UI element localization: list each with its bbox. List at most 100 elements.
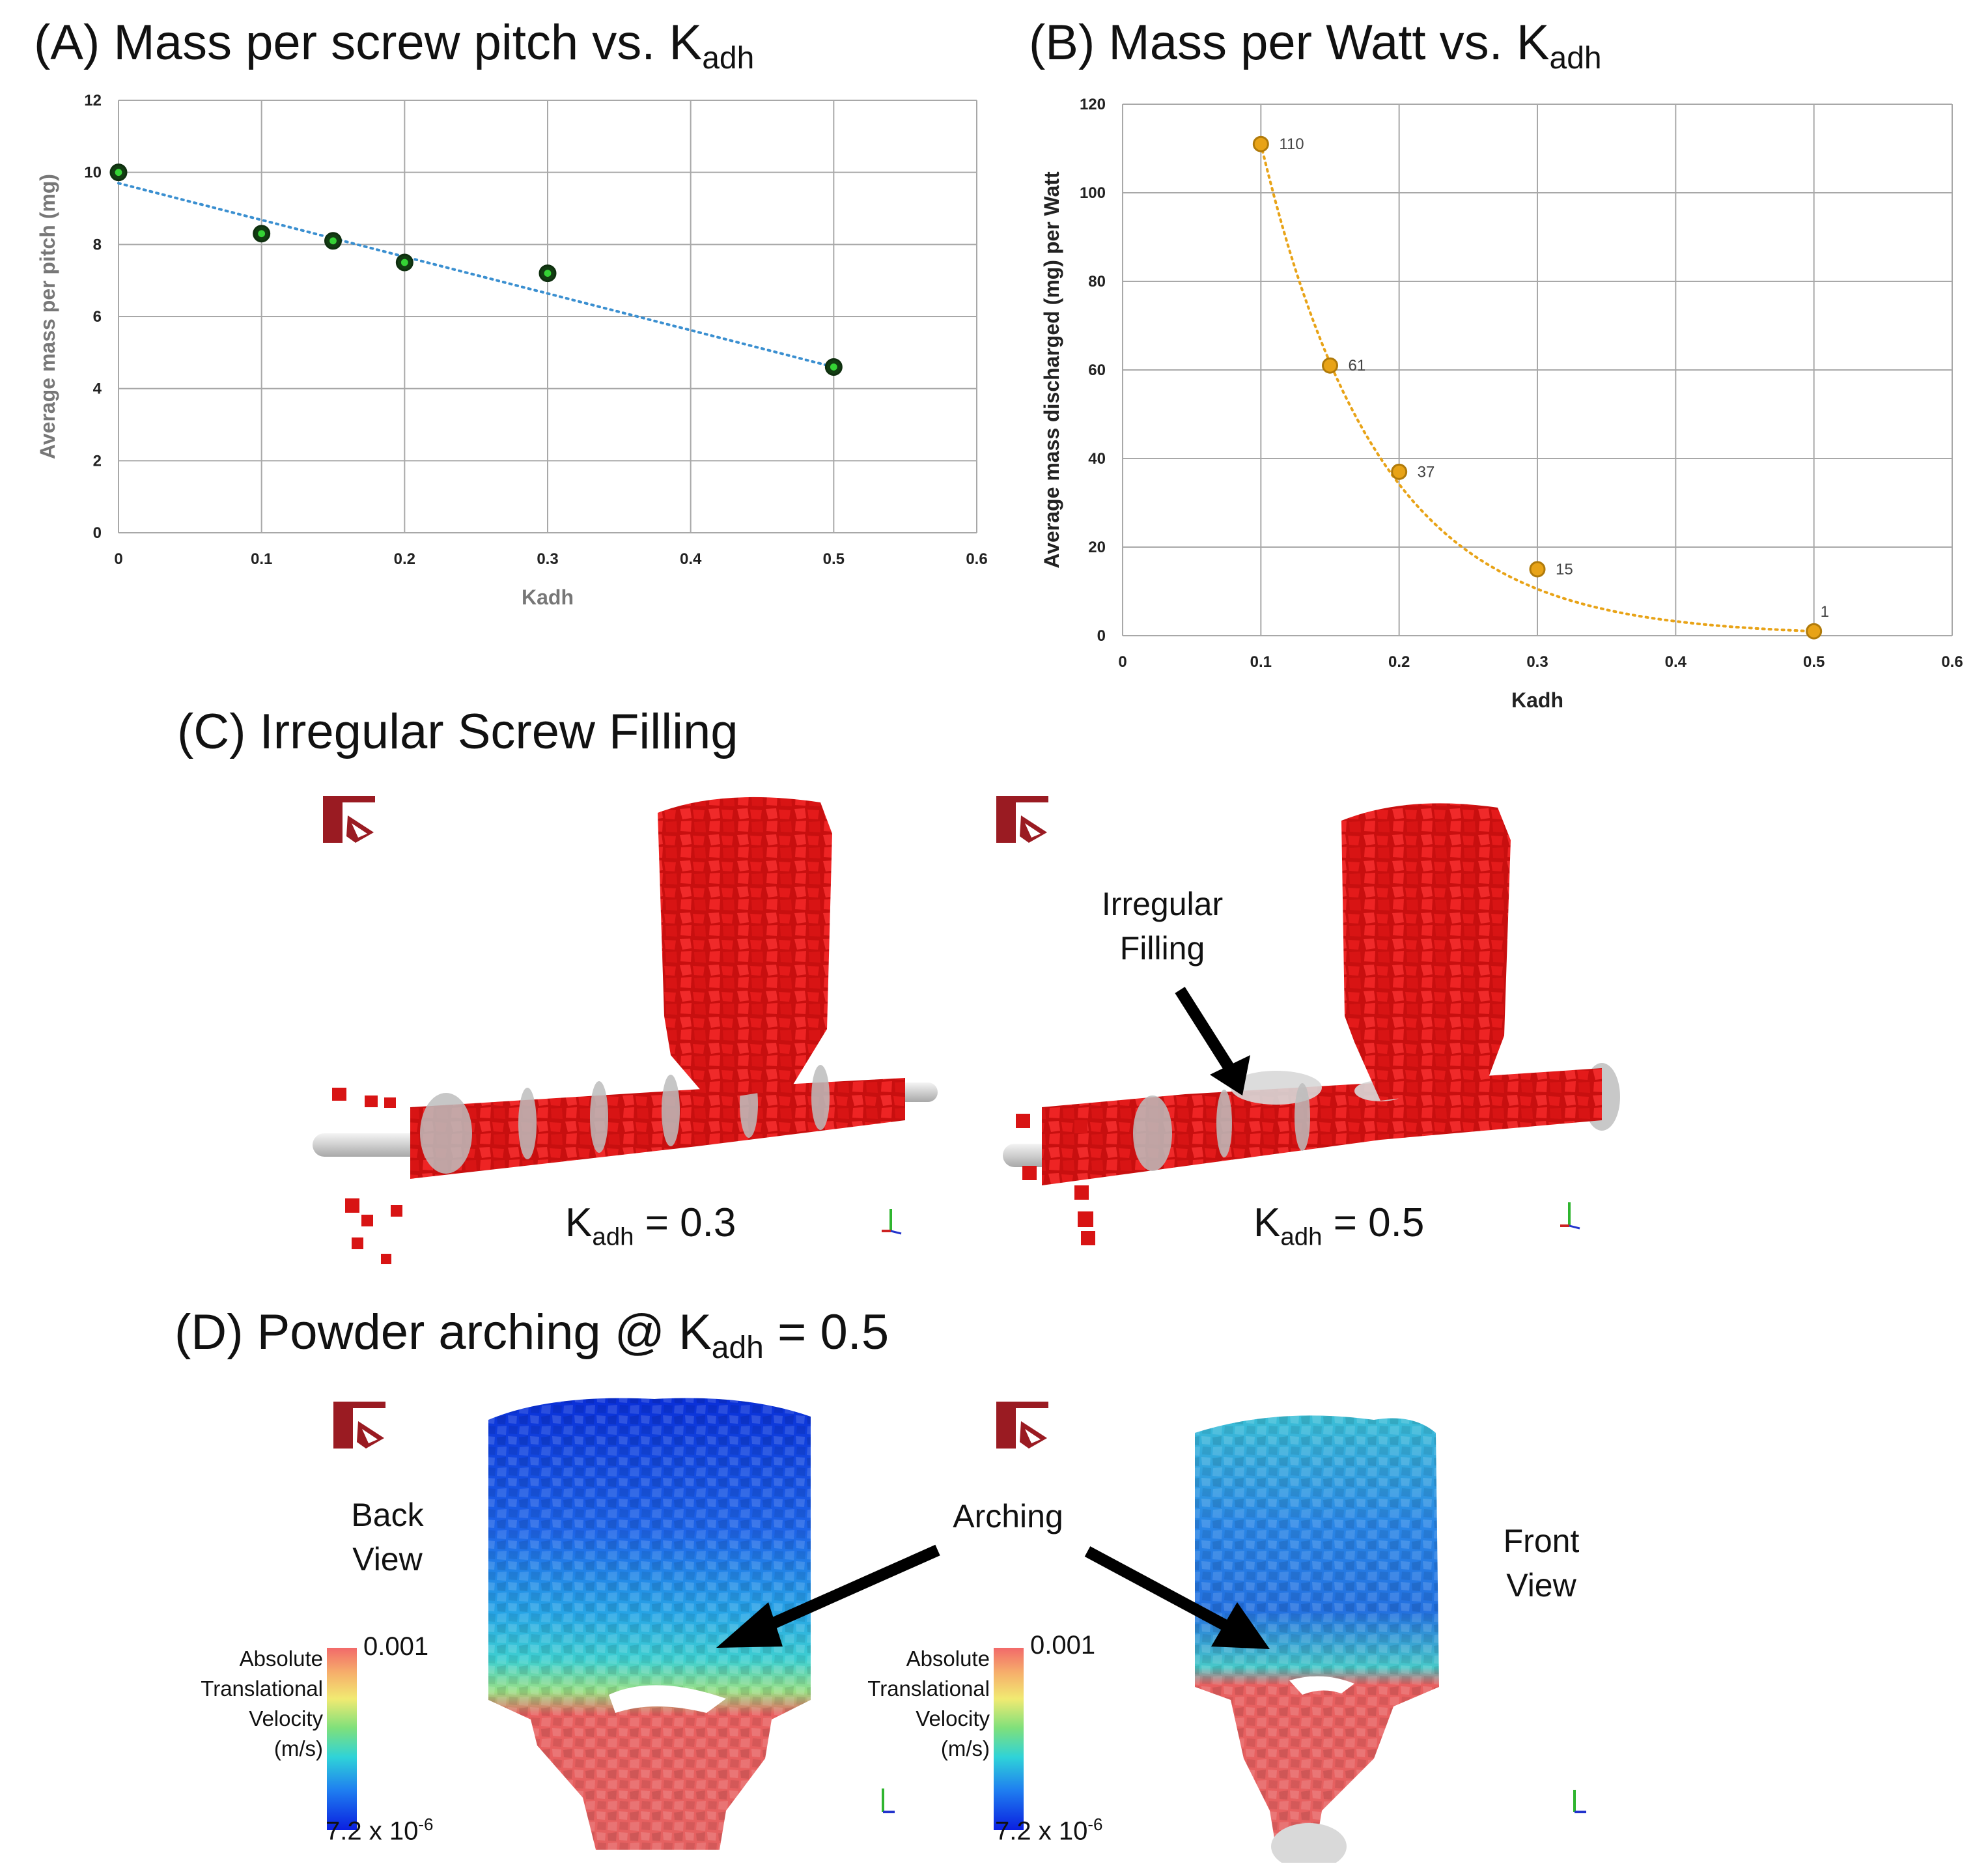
x-tick-label: 0.6 xyxy=(966,550,987,568)
colorbar-min-front-exp: -6 xyxy=(1087,1815,1103,1834)
irregular-filling-annotation: Irregular Filling xyxy=(1094,882,1231,970)
x-axis-label: Kadh xyxy=(522,586,574,609)
panel-a-title-text: (A) Mass per screw pitch vs. K xyxy=(34,15,703,70)
data-label: 110 xyxy=(1279,135,1304,153)
colorbar-label-line1: Absolute xyxy=(239,1647,323,1671)
x-tick-label: 0.1 xyxy=(251,550,272,568)
panel-d-title-text: (D) Powder arching @ K xyxy=(175,1305,712,1360)
kadh-label-right-k: K xyxy=(1253,1200,1281,1245)
chart-a: 0 0.1 0.2 0.3 0.4 0.5 0.6 0 2 4 6 8 10 12 Kadh Average … xyxy=(36,92,988,609)
axis-triad-icon xyxy=(882,1788,895,1813)
velocity-colorbar-back xyxy=(327,1648,357,1830)
front-view-line1: Front xyxy=(1503,1523,1580,1559)
data-point-core xyxy=(258,230,266,238)
colorbar-label-line4: (m/s) xyxy=(940,1736,990,1760)
logo-icon xyxy=(333,1402,385,1449)
x-tick-label: 0.6 xyxy=(1941,653,1963,671)
arching-label: Arching xyxy=(953,1498,1063,1534)
data-label: 37 xyxy=(1418,463,1435,481)
colorbar-min-back: 7.2 x 10-6 xyxy=(326,1815,433,1846)
colorbar-min-front-base: 7.2 x 10 xyxy=(995,1817,1088,1846)
front-view-label: Front View xyxy=(1486,1519,1597,1607)
colorbar-max-front: 0.001 xyxy=(1030,1631,1096,1660)
irregular-filling-arrow-icon xyxy=(1175,987,1250,1096)
x-axis-label: Kadh xyxy=(1511,688,1563,710)
irregular-filling-line1: Irregular xyxy=(1101,886,1224,922)
colorbar-label-line1: Absolute xyxy=(906,1647,990,1671)
data-label: 15 xyxy=(1556,561,1573,578)
x-tick-label: 0.2 xyxy=(1388,653,1410,671)
hopper-front-view-simulation xyxy=(1195,1415,1439,1863)
x-tick-label: 0.4 xyxy=(1665,653,1687,671)
data-point-core xyxy=(400,259,408,266)
front-view-line2: View xyxy=(1506,1567,1576,1604)
panel-d-title-subscript: adh xyxy=(711,1331,764,1365)
y-tick-label: 80 xyxy=(1088,273,1106,290)
y-tick-label: 12 xyxy=(84,92,102,109)
data-point-core xyxy=(115,169,122,177)
y-axis-label: Average mass per pitch (mg) xyxy=(36,174,59,459)
y-axis-label: Average mass discharged (mg) per Watt xyxy=(1040,171,1063,569)
back-view-label: Back View xyxy=(335,1493,440,1581)
kadh-label-right-value: = 0.5 xyxy=(1333,1200,1425,1245)
panel-a-title-subscript: adh xyxy=(702,41,755,76)
x-tick-label: 0.5 xyxy=(1803,653,1825,671)
panel-d-title-tail: = 0.5 xyxy=(763,1305,889,1360)
data-point xyxy=(1322,357,1338,374)
y-tick-label: 2 xyxy=(93,452,102,470)
y-tick-label: 4 xyxy=(93,380,102,398)
data-point xyxy=(1529,561,1546,578)
data-label: 61 xyxy=(1349,357,1366,375)
axis-triad-icon xyxy=(1560,1202,1580,1230)
data-point-core xyxy=(544,270,552,277)
colorbar-label-line3: Velocity xyxy=(916,1706,990,1731)
x-tick-label: 0.1 xyxy=(1250,653,1272,671)
irregular-filling-line2: Filling xyxy=(1119,930,1205,967)
y-tick-label: 0 xyxy=(93,524,102,542)
screw-feeder-simulation-kadh-0-3 xyxy=(313,797,938,1264)
panel-b-title-text: (B) Mass per Watt vs. K xyxy=(1029,15,1550,70)
x-tick-label: 0.5 xyxy=(823,550,845,568)
y-tick-label: 120 xyxy=(1080,96,1106,113)
colorbar-label-line2: Translational xyxy=(867,1676,990,1701)
y-tick-label: 6 xyxy=(93,308,102,326)
x-tick-label: 0.3 xyxy=(537,550,558,568)
colorbar-label-line2: Translational xyxy=(201,1676,323,1701)
colorbar-max-back: 0.001 xyxy=(363,1632,429,1661)
trendline xyxy=(117,182,835,369)
velocity-colorbar-label-back: Absolute Translational Velocity (m/s) xyxy=(195,1644,323,1764)
axis-triad-icon xyxy=(1573,1790,1586,1813)
kadh-label-left: Kadh = 0.3 xyxy=(565,1200,736,1251)
kadh-label-left-k: K xyxy=(565,1200,593,1245)
colorbar-min-front: 7.2 x 10-6 xyxy=(995,1815,1102,1846)
velocity-colorbar-label-front: Absolute Translational Velocity (m/s) xyxy=(861,1644,990,1764)
velocity-colorbar-front xyxy=(994,1648,1024,1830)
x-tick-label: 0.3 xyxy=(1526,653,1548,671)
hopper-back-view-simulation xyxy=(488,1398,811,1850)
kadh-label-left-sub: adh xyxy=(592,1223,634,1251)
logo-icon xyxy=(323,796,375,843)
panel-c-title: (C) Irregular Screw Filling xyxy=(177,704,738,759)
data-point-core xyxy=(830,363,837,371)
arching-arrow-left-icon xyxy=(716,1544,940,1648)
y-tick-label: 40 xyxy=(1088,450,1106,468)
colorbar-min-back-base: 7.2 x 10 xyxy=(326,1817,419,1846)
data-label: 1 xyxy=(1821,603,1829,621)
panel-b-title-subscript: adh xyxy=(1549,41,1602,76)
back-view-line2: View xyxy=(352,1541,423,1577)
kadh-label-right: Kadh = 0.5 xyxy=(1253,1200,1424,1251)
logo-icon xyxy=(996,796,1048,843)
data-point-core xyxy=(329,237,337,245)
x-tick-label: 0.4 xyxy=(680,550,702,568)
y-tick-label: 0 xyxy=(1097,627,1106,645)
data-point xyxy=(1391,463,1408,480)
x-tick-label: 0 xyxy=(114,550,122,568)
back-view-line1: Back xyxy=(351,1497,424,1533)
y-tick-label: 60 xyxy=(1088,361,1106,379)
kadh-label-right-sub: adh xyxy=(1280,1223,1323,1251)
panel-b-title: (B) Mass per Watt vs. Kadh xyxy=(1029,14,1602,76)
y-tick-label: 100 xyxy=(1080,184,1106,202)
colorbar-min-back-exp: -6 xyxy=(418,1815,434,1834)
data-point xyxy=(1806,623,1823,640)
colorbar-label-line4: (m/s) xyxy=(273,1736,323,1760)
